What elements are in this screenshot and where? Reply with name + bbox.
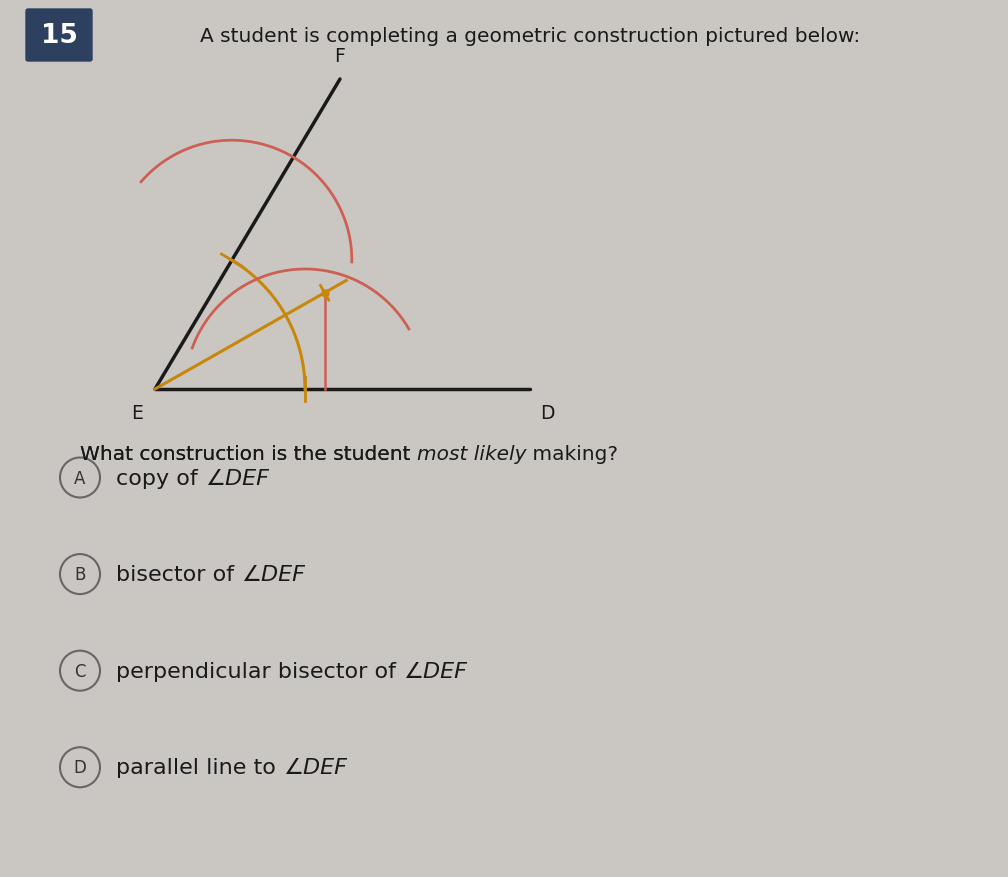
Text: 15: 15 [40, 23, 78, 49]
Text: copy of: copy of [116, 468, 205, 488]
Text: D: D [74, 759, 87, 776]
Text: ∠DEF: ∠DEF [403, 661, 467, 681]
Text: What construction is the student: What construction is the student [80, 445, 417, 464]
Text: making?: making? [526, 445, 618, 464]
Text: D: D [540, 403, 554, 423]
Text: A student is completing a geometric construction pictured below:: A student is completing a geometric cons… [200, 26, 860, 46]
Text: perpendicular bisector of: perpendicular bisector of [116, 661, 403, 681]
Text: A: A [75, 469, 86, 487]
Text: ∠DEF: ∠DEF [283, 758, 347, 777]
Text: bisector of: bisector of [116, 565, 241, 584]
Text: ∠DEF: ∠DEF [205, 468, 269, 488]
Text: most likely: most likely [417, 445, 526, 464]
FancyBboxPatch shape [26, 10, 92, 62]
Text: E: E [131, 403, 143, 423]
Text: B: B [75, 566, 86, 583]
Text: What construction is the student: What construction is the student [80, 445, 417, 464]
Text: What construction is the student ​most likely​ making?: What construction is the student ​most l… [80, 445, 618, 464]
Text: F: F [335, 47, 346, 66]
Text: parallel line to: parallel line to [116, 758, 283, 777]
Text: ∠DEF: ∠DEF [241, 565, 305, 584]
Text: C: C [75, 662, 86, 680]
